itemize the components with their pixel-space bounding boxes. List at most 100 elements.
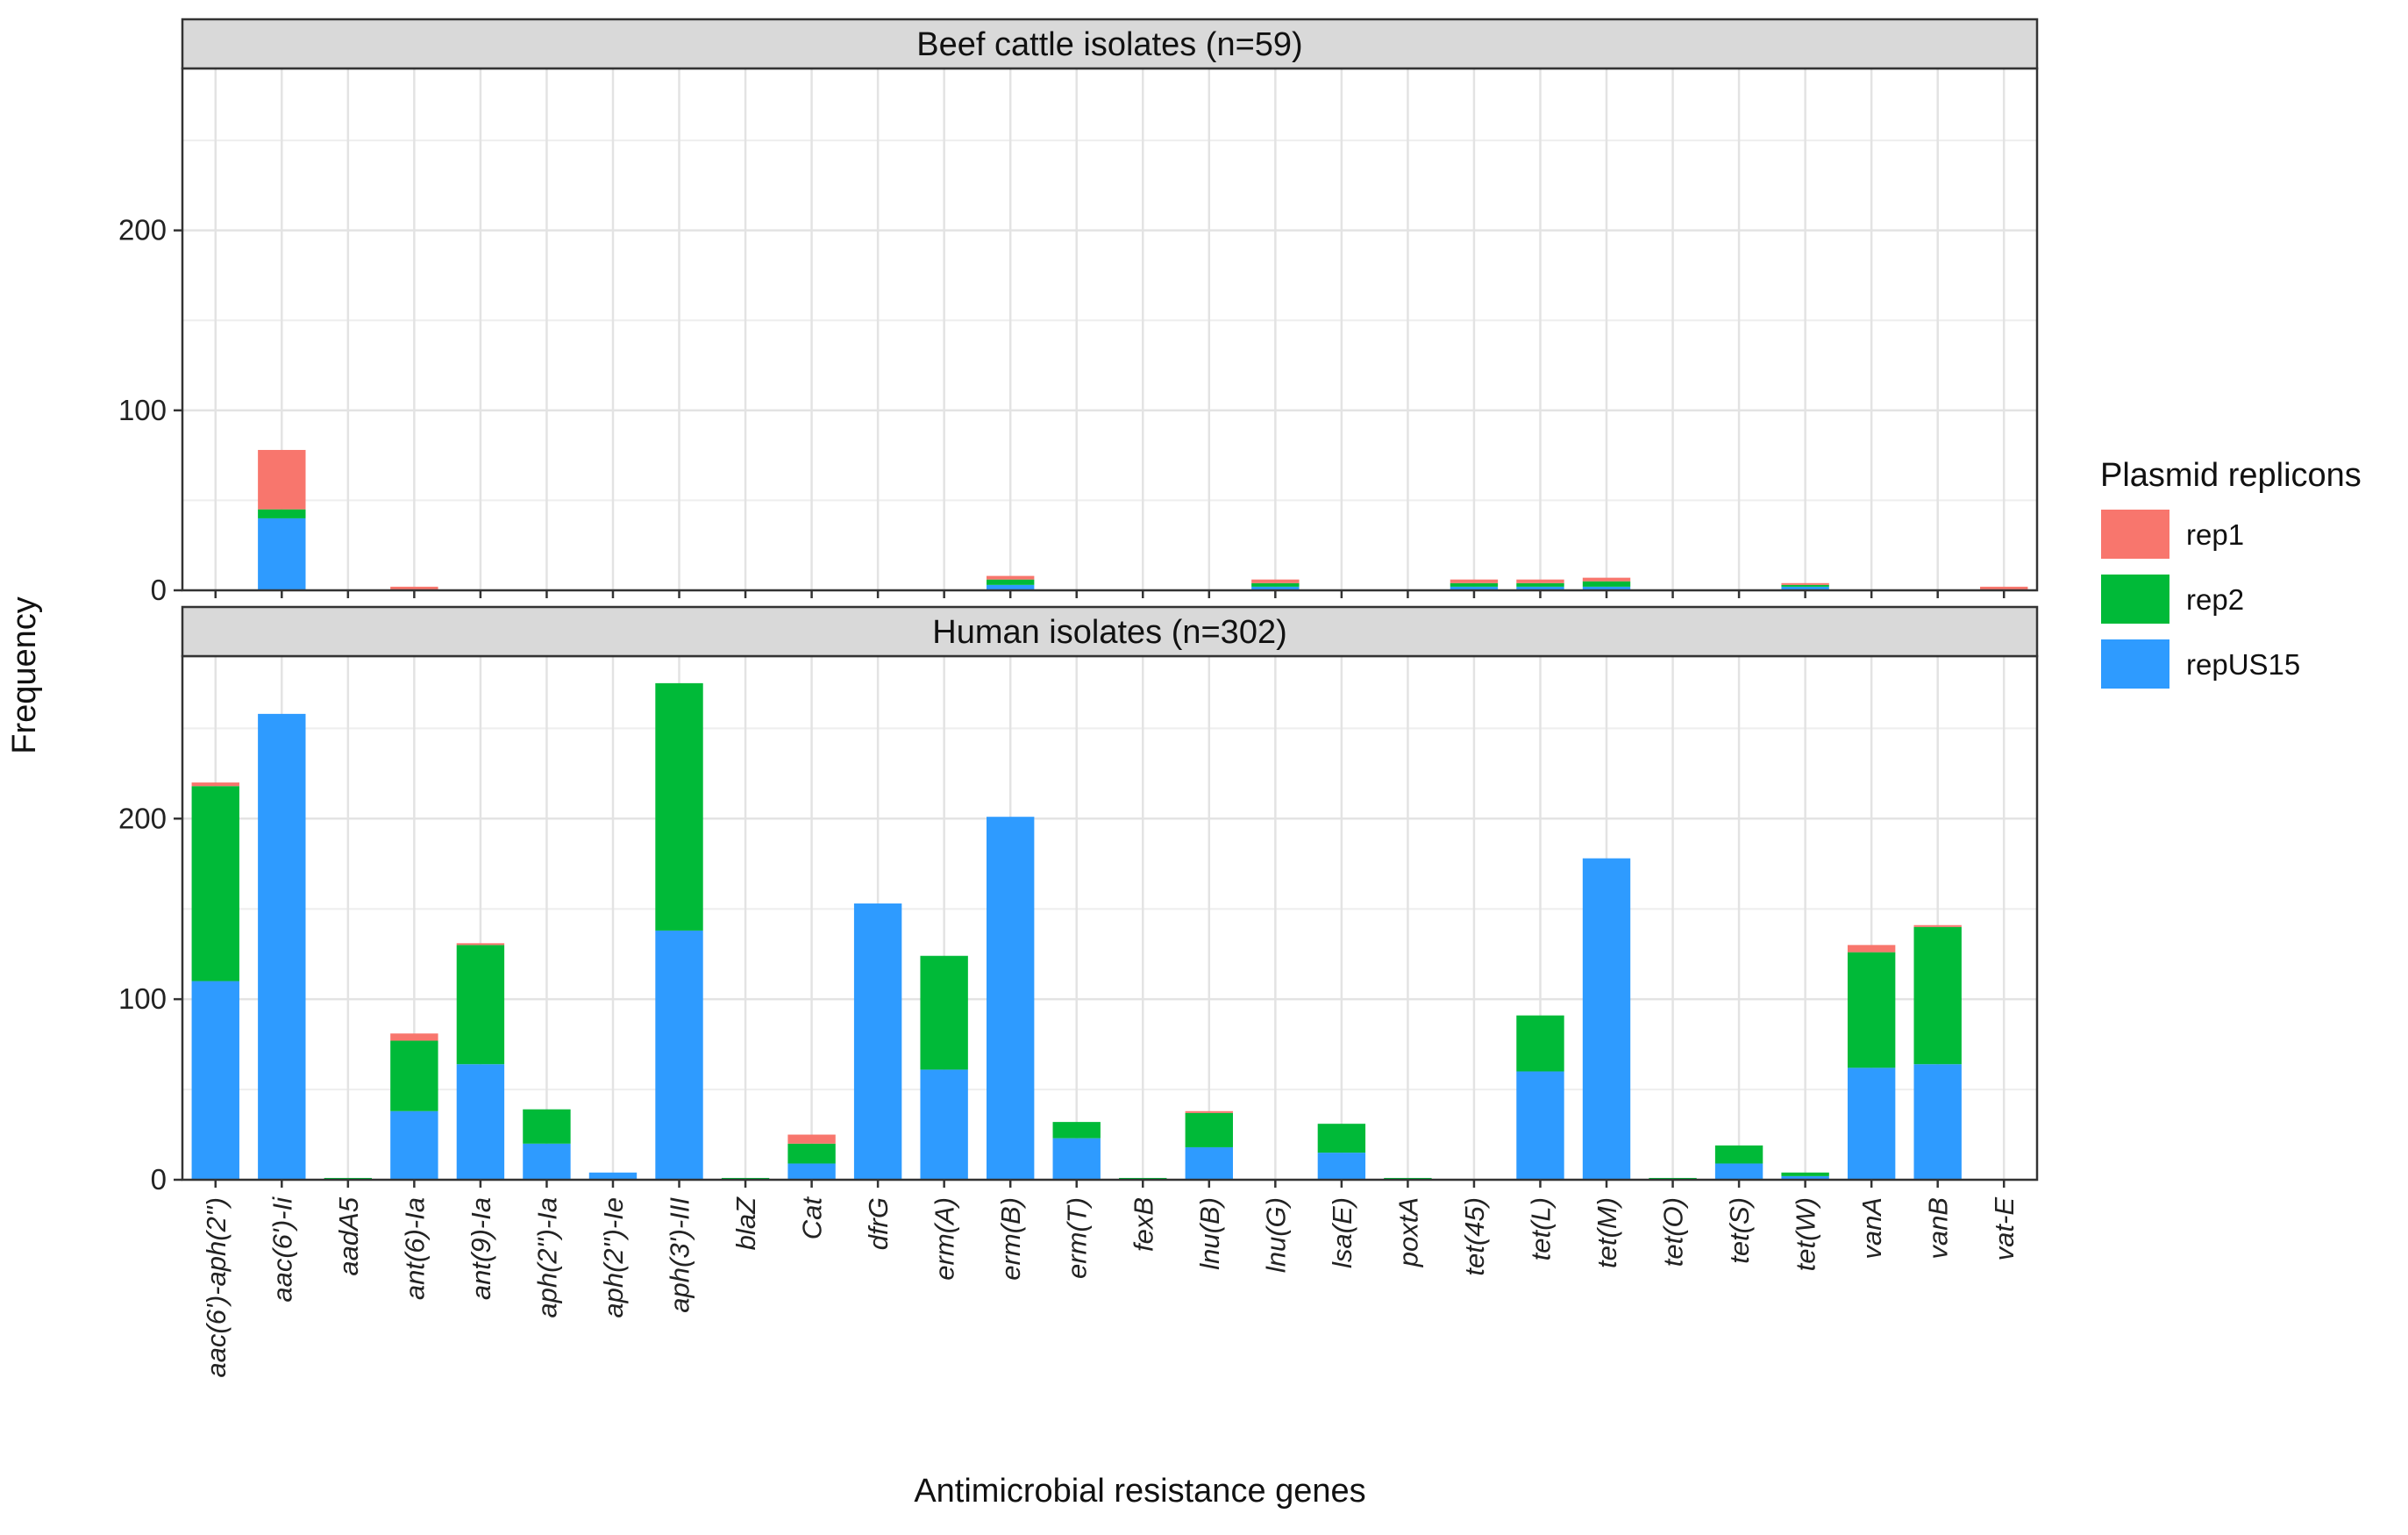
bar-segment-rep1 [390,1033,438,1041]
bar-segment-repUS15 [456,1064,505,1180]
bar-segment-rep2 [1450,582,1499,587]
x-tick-label: aph(2'')-Ie [598,1197,629,1318]
x-tick-label: lsa(E) [1327,1197,1357,1268]
bar-segment-repUS15 [1516,586,1564,590]
x-tick-label: tet(O) [1658,1197,1689,1267]
bar-segment-rep1 [1847,945,1896,953]
bar-segment-rep2 [1516,582,1564,587]
facet-strip: Human isolates (n=302) [181,605,2039,658]
y-tick-label: 0 [151,574,167,606]
bar-segment-repUS15 [1317,1153,1366,1180]
bar-segment-repUS15 [1913,1064,1962,1180]
panel-human: Human isolates (n=302) 0 100 200 aac(6')-aph… [118,605,2039,1378]
bar-segment-rep2 [1847,952,1896,1068]
bar-segment-rep2 [1781,584,1829,587]
bar-segment-rep2 [920,955,968,1070]
y-tick-label: 0 [151,1163,167,1196]
legend-label: repUS15 [2186,648,2300,681]
legend: Plasmid replicons rep1 rep2 repUS15 [2099,457,2362,690]
x-tick-label: lnu(B) [1194,1197,1225,1270]
bar-segment-rep1 [1582,577,1631,582]
facet-strip: Beef cattle isolates (n=59) [181,18,2039,70]
bar-segment-rep2 [787,1143,836,1164]
panel-background [182,68,2037,590]
legend-key [2099,638,2171,690]
x-tick-label: vat-E [1989,1197,2020,1261]
bar-segment-rep1 [1516,579,1564,583]
x-tick-label: aac(6')-aph(2'') [201,1197,232,1378]
x-tick-label: ant(9)-Ia [466,1197,496,1300]
x-tick-label: tet(M) [1592,1197,1622,1268]
bar-segment-repUS15 [1185,1146,1233,1180]
bar-segment-rep2 [523,1109,571,1144]
bar-segment-rep1 [987,575,1035,580]
bar-segment-repUS15 [390,1110,438,1180]
bar-segment-rep1 [191,782,239,787]
bar-segment-repUS15 [655,930,703,1180]
x-tick-label: vanB [1923,1197,1954,1260]
gridlines [182,68,2037,592]
legend-title: Plasmid replicons [2100,457,2362,494]
x-tick-label: tet(L) [1525,1197,1556,1260]
bar-segment-repUS15 [787,1163,836,1180]
bar-segment-rep2 [1251,582,1300,587]
bar-segment-rep1 [390,586,438,590]
bar-segment-repUS15 [1781,586,1829,590]
x-tick-label: aadA5 [333,1196,364,1275]
x-tick-label: fexB [1128,1197,1158,1252]
bar-segment-repUS15 [1847,1067,1896,1180]
bar-segment-repUS15 [258,518,306,590]
bar-segment-repUS15 [588,1172,638,1180]
x-tick-label: aph(2'')-Ia [531,1197,562,1318]
bar-segment-rep2 [1781,1172,1829,1176]
bar-segment-rep2 [390,1040,438,1111]
bar-segment-rep2 [456,945,505,1065]
x-axis [214,590,2005,598]
x-tick-label: tet(45) [1459,1197,1490,1276]
x-tick-label: erm(A) [930,1197,960,1281]
x-tick-label: Cat [797,1196,828,1240]
bar-segment-rep2 [258,509,306,518]
bar-segment-rep1 [456,943,505,946]
facet-strip-label: Human isolates (n=302) [932,614,1287,651]
legend-item-rep2: rep2 [2099,573,2244,625]
bar-segment-rep1 [1251,579,1300,583]
bars [258,449,2028,590]
x-tick-label: lnu(G) [1260,1197,1291,1273]
bar-segment-repUS15 [1582,586,1631,590]
bar-segment-rep1 [1781,582,1829,585]
bar-segment-repUS15 [920,1069,968,1180]
x-tick-label: erm(B) [995,1197,1026,1281]
x-tick-label: vanA [1856,1197,1887,1260]
bar-segment-rep1 [1450,579,1499,583]
bar-segment-repUS15 [1450,586,1499,590]
bar-segment-rep1 [258,449,306,510]
chart-panels: Beef cattle isolates (n=59)0100200Human … [118,18,2039,1378]
legend-key [2099,573,2171,625]
bar-segment-rep2 [1516,1015,1564,1072]
y-axis-title: Frequency [6,596,43,754]
bar-segment-repUS15 [987,584,1035,590]
bar-segment-repUS15 [987,817,1035,1180]
facet-strip-background [181,605,2039,658]
panel-beef-cattle: Beef cattle isolates (n=59) 0 100 200 [118,18,2039,606]
bar-segment-repUS15 [191,981,239,1180]
y-tick-label: 200 [118,214,167,246]
bar-segment-rep2 [987,579,1035,585]
y-tick-label: 200 [118,802,167,834]
y-tick-label: 100 [118,394,167,426]
bar-segment-repUS15 [1781,1175,1829,1180]
bar-segment-repUS15 [1516,1071,1564,1180]
x-tick-label: tet(S) [1724,1197,1755,1264]
y-axis: 0 100 200 [118,802,182,1196]
legend-key [2099,508,2171,560]
bar-segment-repUS15 [1714,1163,1763,1180]
x-tick-label: dfrG [863,1197,894,1250]
x-tick-label: tet(W) [1791,1197,1821,1271]
bar-segment-rep2 [655,682,703,931]
bar-segment-repUS15 [523,1143,571,1180]
x-tick-label: aac(6')-Ii [267,1196,297,1303]
y-tick-label: 100 [118,982,167,1015]
facet-strip-background [181,18,2039,70]
